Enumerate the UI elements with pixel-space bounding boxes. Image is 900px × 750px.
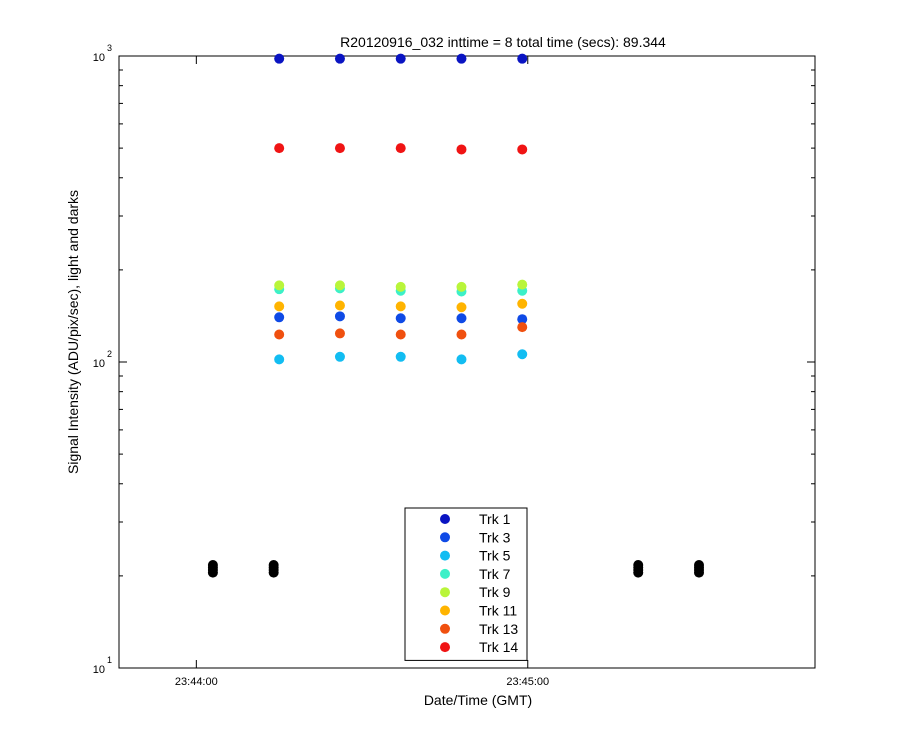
x-tick-label: 23:44:00 (175, 676, 218, 688)
data-point (334, 143, 345, 154)
data-point (456, 281, 467, 292)
legend-box (404, 507, 528, 661)
data-point (517, 314, 528, 325)
y-tick-exponent: 1 (107, 655, 112, 665)
dark-point (694, 560, 704, 571)
legend-label: Trk 11 (479, 603, 517, 619)
legend-marker (440, 550, 450, 561)
x-axis: 23:44:00 23:45:00 (175, 56, 549, 688)
data-point (274, 280, 285, 291)
data-point (517, 144, 528, 155)
legend-label: Trk 14 (479, 639, 518, 655)
legend-marker (440, 605, 450, 616)
data-point (274, 53, 285, 64)
x-tick-label: 23:45:00 (506, 676, 549, 688)
data-point (517, 349, 528, 360)
data-point (274, 329, 285, 340)
y-tick-label: 10 (93, 52, 105, 64)
data-point (395, 301, 406, 312)
dark-point (633, 560, 644, 571)
x-axis-label: Date/Time (GMT) (424, 692, 532, 708)
legend-label: Trk 7 (479, 566, 511, 582)
data-points (207, 53, 704, 578)
legend-marker (440, 587, 450, 598)
data-point (456, 53, 467, 64)
data-point (334, 351, 345, 362)
legend-label: Trk 5 (479, 548, 511, 564)
legend-marker (440, 623, 450, 634)
legend-label: Trk 13 (479, 621, 518, 637)
data-point (517, 322, 528, 333)
y-tick-exponent: 3 (107, 43, 112, 53)
data-point (395, 53, 406, 64)
chart-title: R20120916_032 inttime = 8 total time (se… (340, 34, 666, 50)
legend: Trk 1 Trk 3 Trk 5 Trk 7 Trk 9 Trk 11 Trk 13 Trk… (404, 507, 528, 661)
dark-point (207, 560, 218, 571)
data-point (517, 53, 528, 64)
data-point (334, 328, 345, 339)
data-point (334, 300, 345, 311)
legend-marker (440, 642, 450, 653)
legend-marker (440, 532, 450, 543)
data-point (456, 302, 467, 313)
y-axis-label: Signal Intensity (ADU/pix/sec), light an… (65, 190, 81, 474)
data-point (395, 351, 406, 362)
data-point (274, 312, 285, 323)
legend-marker (440, 514, 450, 524)
data-point (395, 313, 406, 324)
legend-label: Trk 9 (479, 584, 511, 600)
y-tick-label: 10 (93, 664, 105, 676)
data-point (274, 354, 285, 365)
data-point (456, 354, 467, 365)
data-point (334, 311, 345, 322)
data-point (334, 53, 345, 64)
data-point (456, 144, 467, 155)
data-point (456, 329, 467, 340)
legend-label: Trk 1 (479, 511, 511, 527)
y-tick-label: 10 (93, 358, 105, 370)
dark-point (268, 560, 279, 571)
data-point (334, 280, 345, 291)
data-point (395, 329, 406, 340)
data-point (395, 281, 406, 292)
legend-marker (440, 568, 450, 579)
legend-label: Trk 3 (479, 529, 511, 545)
data-point (517, 279, 528, 290)
data-point (274, 301, 285, 312)
data-point (456, 313, 467, 324)
y-tick-exponent: 2 (107, 349, 112, 359)
data-point (274, 143, 285, 154)
data-point (395, 143, 406, 154)
data-point (517, 298, 528, 309)
